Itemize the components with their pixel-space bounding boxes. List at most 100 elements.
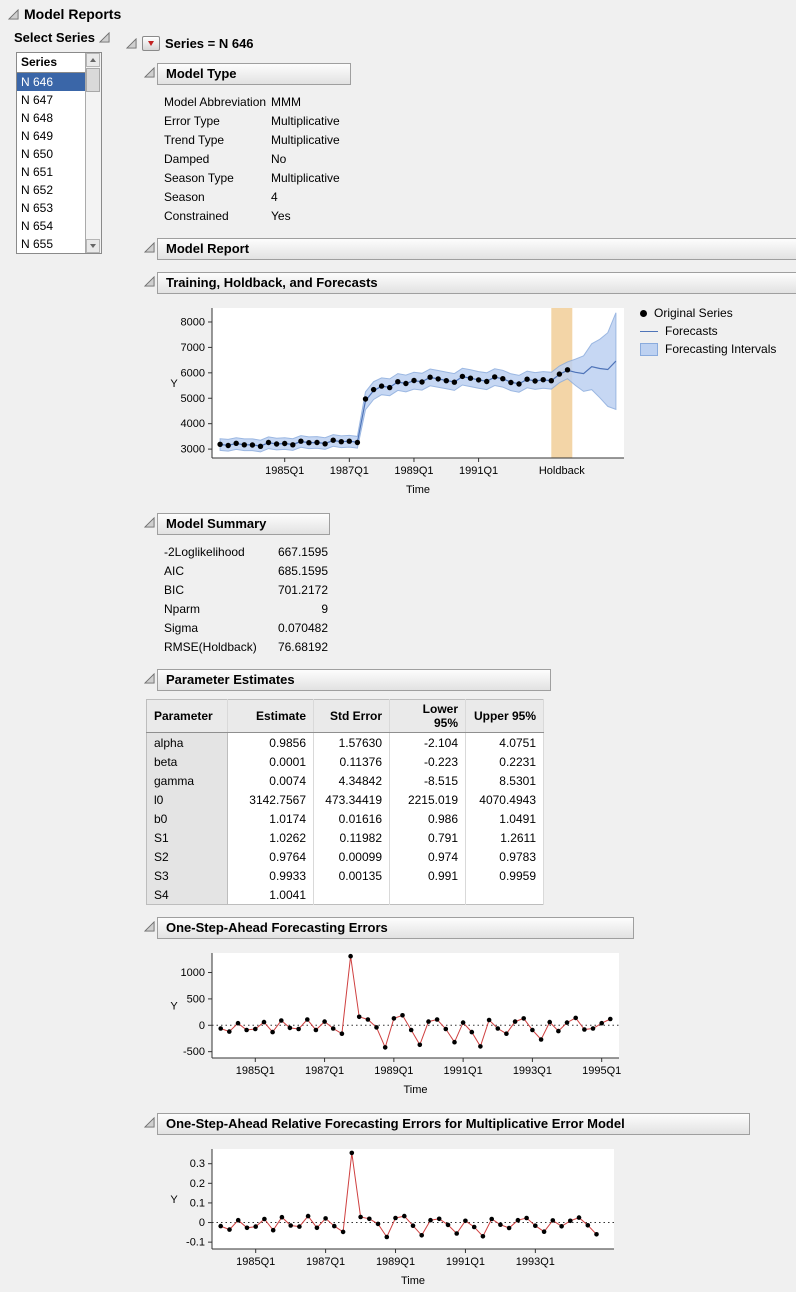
cell: 0.986 (389, 809, 466, 828)
disclosure-icon[interactable] (8, 8, 19, 20)
report-title-row: Model Reports (8, 6, 788, 22)
svg-text:5000: 5000 (181, 393, 205, 405)
kv-label: Season (164, 190, 205, 204)
cell: 0.11982 (313, 828, 390, 847)
svg-text:1985Q1: 1985Q1 (265, 465, 304, 477)
model-summary-section-header: Model Summary (144, 513, 796, 535)
series-list-item[interactable]: N 651 (21, 165, 54, 179)
disclosure-icon[interactable] (126, 38, 137, 49)
column-header: Upper 95% (465, 699, 544, 733)
kv-value: No (271, 152, 287, 166)
cell: 0.9783 (465, 847, 544, 866)
disclosure-icon[interactable] (144, 673, 155, 684)
svg-text:0.1: 0.1 (190, 1197, 205, 1209)
series-list-item[interactable]: N 650 (21, 147, 54, 161)
column-header: Lower 95% (389, 699, 466, 733)
cell: 0.0074 (227, 771, 314, 790)
series-list-item[interactable]: N 653 (21, 201, 54, 215)
disclosure-icon[interactable] (144, 921, 155, 932)
kv-label: Error Type (164, 114, 220, 128)
svg-text:7000: 7000 (181, 342, 205, 354)
table-row[interactable]: S1 1.0262 0.11982 0.791 1.2611 (146, 828, 544, 847)
table-row[interactable]: beta 0.0001 0.11376 -0.223 0.2231 (146, 752, 544, 771)
cell: 0.9959 (465, 866, 544, 885)
svg-text:1995Q1: 1995Q1 (582, 1065, 621, 1077)
series-list-item[interactable]: N 654 (21, 219, 54, 233)
table-header-row: Parameter Estimate Std Error Lower 95% U… (146, 699, 544, 733)
cell: 1.0041 (227, 885, 314, 905)
column-header: Parameter (146, 699, 228, 733)
cell: 1.0262 (227, 828, 314, 847)
svg-text:1991Q1: 1991Q1 (444, 1065, 483, 1077)
table-row[interactable]: b0 1.0174 0.01616 0.986 1.0491 (146, 809, 544, 828)
svg-text:0: 0 (199, 1020, 205, 1032)
forecasting-errors-section-header: One-Step-Ahead Forecasting Errors (144, 917, 796, 939)
kv-label: Season Type (164, 171, 234, 185)
cell: 0.974 (389, 847, 466, 866)
disclosure-icon[interactable] (144, 67, 155, 78)
disclosure-icon[interactable] (144, 517, 155, 528)
parameter-estimates-section-header: Parameter Estimates (144, 669, 796, 691)
original-series-swatch-icon (640, 309, 647, 317)
arrow-down-icon (90, 244, 96, 248)
chart-legend: Original Series Forecasts Forecasting In… (640, 306, 776, 360)
svg-text:1989Q1: 1989Q1 (376, 1256, 415, 1268)
disclosure-icon[interactable] (98, 32, 110, 43)
table-row[interactable]: alpha 0.9856 1.57630 -2.104 4.0751 (146, 732, 544, 752)
series-list-item[interactable]: N 646 (17, 73, 85, 91)
relative-errors-section-header: One-Step-Ahead Relative Forecasting Erro… (144, 1113, 796, 1135)
table-row[interactable]: S4 1.0041 (146, 885, 544, 905)
cell: 8.5301 (465, 771, 544, 790)
svg-text:1989Q1: 1989Q1 (374, 1065, 413, 1077)
kv-value: 0.070482 (277, 621, 328, 635)
series-list-item[interactable]: N 648 (21, 111, 54, 125)
svg-text:Time: Time (406, 484, 430, 496)
disclosure-icon[interactable] (144, 276, 155, 287)
svg-text:-500: -500 (183, 1046, 205, 1058)
scrollbar-down-button[interactable] (86, 239, 100, 253)
svg-text:0.2: 0.2 (190, 1178, 205, 1190)
table-row[interactable]: gamma 0.0074 4.34842 -8.515 8.5301 (146, 771, 544, 790)
cell: 1.2611 (465, 828, 544, 847)
series-header-row: Series = N 646 (126, 36, 788, 51)
table-row[interactable]: S3 0.9933 0.00135 0.991 0.9959 (146, 866, 544, 885)
svg-text:1000: 1000 (181, 967, 205, 979)
section-title-bar: One-Step-Ahead Forecasting Errors (157, 917, 634, 939)
parameter-estimates-table: Parameter Estimate Std Error Lower 95% U… (146, 699, 544, 905)
interval-swatch-icon (640, 342, 658, 356)
cell: 4.34842 (313, 771, 390, 790)
training-section-header: Training, Holdback, and Forecasts (144, 272, 796, 294)
cell: 4.0751 (465, 732, 544, 752)
table-row[interactable]: l0 3142.7567 473.34419 2215.019 4070.4943 (146, 790, 544, 809)
model-report-section-header: Model Report (144, 238, 796, 260)
table-row[interactable]: S2 0.9764 0.00099 0.974 0.9783 (146, 847, 544, 866)
scrollbar-up-button[interactable] (86, 53, 100, 67)
cell (465, 885, 544, 905)
disclosure-icon[interactable] (144, 1117, 155, 1128)
cell: l0 (146, 790, 228, 809)
scrollbar-thumb[interactable] (86, 68, 100, 92)
cell: 0.991 (389, 866, 466, 885)
svg-text:Holdback: Holdback (539, 465, 585, 477)
series-list-item[interactable]: N 647 (21, 93, 54, 107)
series-list-scrollbar[interactable] (85, 53, 101, 253)
series-list-item[interactable]: N 655 (21, 237, 54, 251)
svg-text:4000: 4000 (181, 418, 205, 430)
svg-text:6000: 6000 (181, 367, 205, 379)
cell (313, 885, 390, 905)
cell: S2 (146, 847, 228, 866)
kv-value: MMM (271, 95, 301, 109)
svg-text:1987Q1: 1987Q1 (305, 1065, 344, 1077)
svg-text:1987Q1: 1987Q1 (306, 1256, 345, 1268)
svg-text:1991Q1: 1991Q1 (446, 1256, 485, 1268)
red-triangle-menu-button[interactable] (142, 36, 160, 51)
kv-value: 4 (271, 190, 278, 204)
cell: -2.104 (389, 732, 466, 752)
series-list-item[interactable]: N 652 (21, 183, 54, 197)
disclosure-icon[interactable] (144, 242, 155, 253)
svg-text:1993Q1: 1993Q1 (513, 1065, 552, 1077)
series-list-item[interactable]: N 649 (21, 129, 54, 143)
arrow-up-icon (90, 58, 96, 62)
kv-label: BIC (164, 583, 185, 597)
